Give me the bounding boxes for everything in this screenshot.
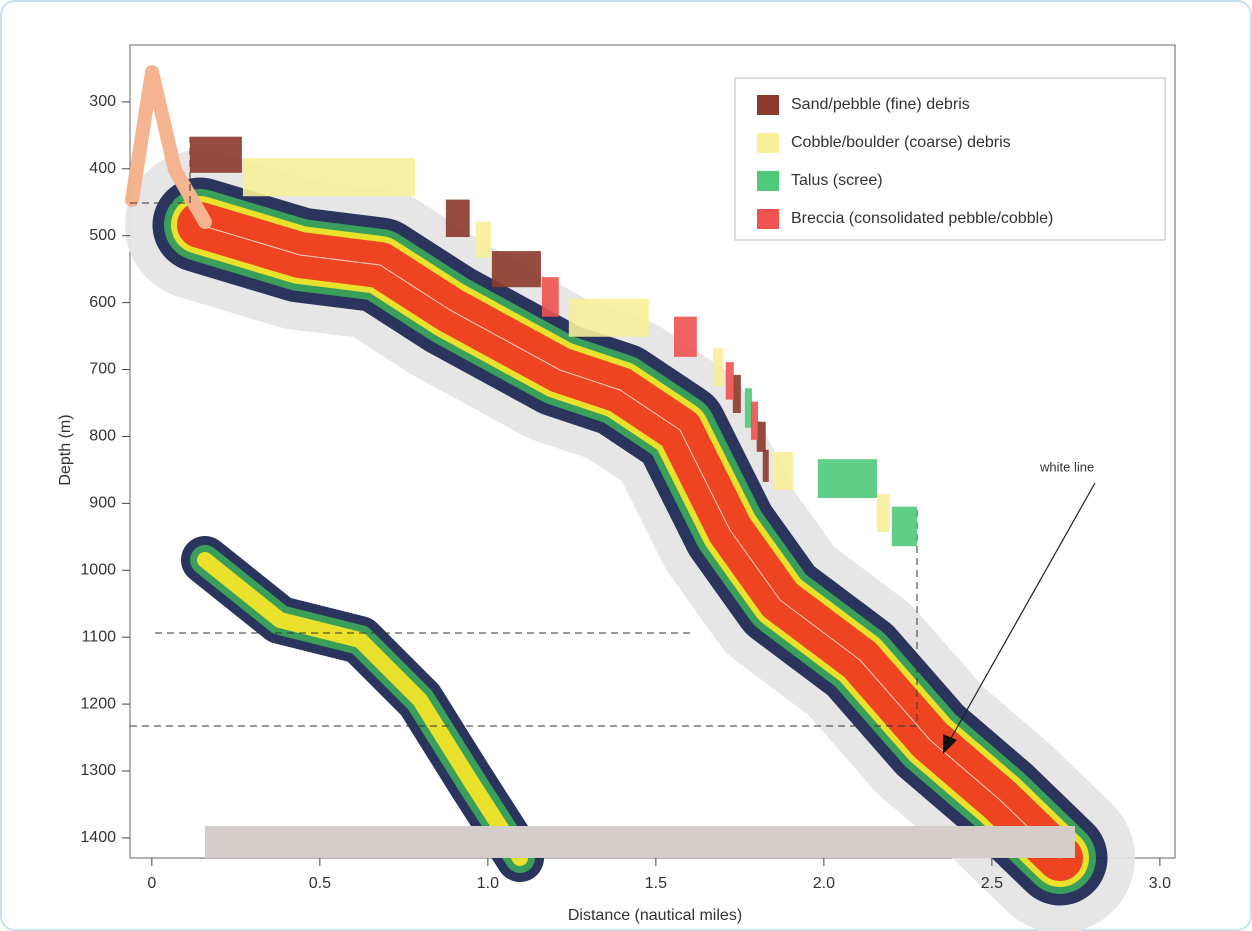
y-tick-label: 1300: [80, 762, 116, 779]
y-axis-label: Depth (m): [57, 414, 74, 485]
annotation: white line: [1039, 459, 1094, 474]
legend-swatch: [757, 133, 779, 153]
debris-zone: [568, 298, 649, 337]
y-tick-label: 300: [89, 93, 116, 110]
debris-zone: [445, 199, 470, 238]
debris-zone: [491, 251, 541, 288]
x-tick-label: 1.0: [477, 875, 499, 892]
legend-label: Talus (scree): [791, 172, 883, 189]
second-echo: [181, 536, 544, 882]
dashed-line: [130, 505, 918, 727]
y-tick-label: 600: [89, 294, 116, 311]
white-line: [199, 224, 1061, 859]
y-tick-label: 1200: [80, 695, 116, 712]
debris-zone: [674, 316, 697, 357]
legend-label: Breccia (consolidated pebble/cobble): [791, 210, 1053, 227]
legend-swatch: [757, 171, 779, 191]
legend-label: Sand/pebble (fine) debris: [791, 96, 970, 113]
arrow-head: [943, 734, 957, 754]
y-tick-label: 700: [89, 361, 116, 378]
x-tick-label: 3.0: [1149, 875, 1171, 892]
y-tick-label: 500: [89, 227, 116, 244]
x-tick-label: 0: [147, 875, 156, 892]
dashed-lines: [130, 137, 918, 727]
x-axis-label: Distance (nautical miles): [568, 907, 742, 924]
legend: Sand/pebble (fine) debris Cobble/boulder …: [734, 77, 1166, 241]
dashed-line: [130, 137, 191, 204]
y-tick-label: 400: [89, 160, 116, 177]
x-tick-label: 2.0: [813, 875, 835, 892]
debris-zone: [475, 221, 491, 258]
legend-box: [734, 77, 1166, 241]
echogram: [125, 65, 1135, 931]
y-tick-label: 1000: [80, 561, 116, 578]
debris-zone: [725, 362, 734, 400]
marks: 300 400 500 600 700 800 900 1000 1100 1200 1300 140…: [80, 77, 1171, 892]
debris-zone: [891, 506, 917, 547]
debris-zone: [750, 401, 759, 440]
debris-zone: [242, 158, 415, 197]
x-tick-label: 2.5: [981, 875, 1003, 892]
debris-zone: [744, 388, 752, 428]
debris-zone: [762, 449, 769, 482]
seabed-noise: [205, 826, 1075, 858]
y-tick-label: 800: [89, 428, 116, 445]
y-tick-label: 900: [89, 495, 116, 512]
legend-label: Cobble/boulder (coarse) debris: [791, 134, 1011, 151]
debris-zone: [772, 451, 793, 490]
debris-zone: [541, 277, 559, 317]
echo-yellow: [197, 552, 528, 866]
x-tick-label: 1.5: [645, 875, 667, 892]
debris-zone: [189, 136, 242, 173]
y-tick-label: 1100: [82, 628, 117, 645]
annotation-arrow: [949, 482, 1096, 741]
debris-zone: [756, 421, 766, 452]
debris-zone: [732, 374, 741, 414]
legend-swatch: [757, 209, 779, 229]
x-tick-label: 0.5: [309, 875, 331, 892]
y-tick-label: 1400: [80, 829, 116, 846]
main-echo: [125, 150, 1135, 931]
legend-swatch: [757, 95, 779, 115]
debris-zone: [712, 348, 724, 387]
debris-zone: [817, 459, 877, 499]
debris-zone: [876, 493, 890, 533]
